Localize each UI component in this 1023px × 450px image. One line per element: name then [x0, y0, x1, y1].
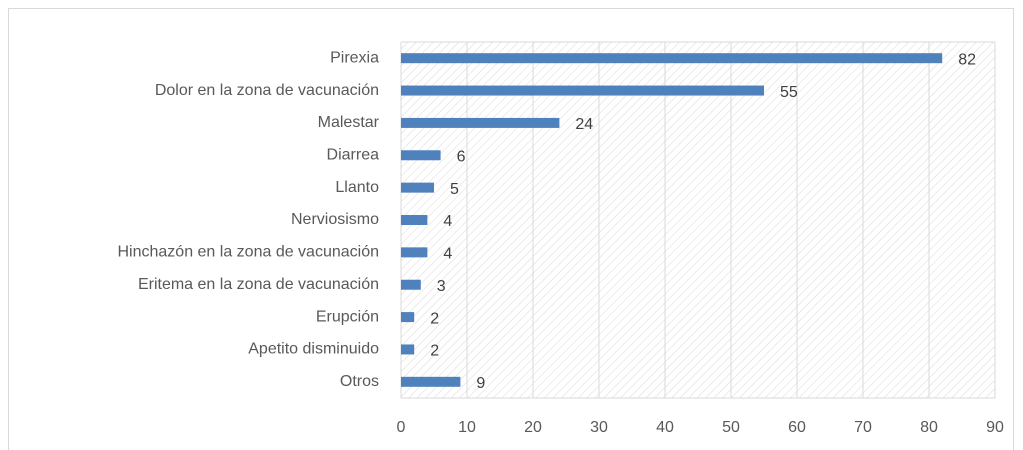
y-tick-label: Hinchazón en la zona de vacunación	[117, 244, 379, 261]
y-tick-label: Erupción	[316, 308, 379, 325]
y-tick-label: Otros	[340, 373, 379, 390]
x-tick-label: 0	[397, 419, 406, 436]
bar	[401, 279, 421, 290]
bar	[401, 85, 764, 96]
chart-frame	[8, 8, 1014, 450]
bar	[401, 344, 415, 355]
data-label: 4	[443, 213, 452, 230]
bar	[401, 215, 428, 225]
bar	[401, 53, 943, 64]
bar	[401, 376, 461, 387]
data-label: 2	[430, 343, 439, 360]
x-tick-label: 70	[854, 419, 872, 436]
bar	[401, 117, 560, 128]
x-tick-label: 40	[656, 419, 674, 436]
y-tick-label: Apetito disminuido	[248, 341, 379, 358]
x-tick-label: 20	[524, 419, 542, 436]
y-tick-label: Eritema en la zona de vacunación	[138, 276, 379, 293]
plot-area	[401, 42, 995, 398]
y-tick-label: Llanto	[335, 179, 379, 196]
x-tick-label: 80	[920, 419, 938, 436]
x-tick-label: 90	[986, 419, 1004, 436]
y-tick-label: Nerviosismo	[291, 211, 379, 228]
bar	[401, 312, 415, 323]
y-tick-label: Pirexia	[330, 49, 379, 66]
data-label: 6	[457, 148, 466, 165]
data-label: 55	[780, 84, 798, 101]
data-label: 5	[450, 181, 459, 198]
y-tick-label: Dolor en la zona de vacunación	[155, 82, 379, 99]
data-label: 9	[476, 375, 485, 392]
data-label: 3	[437, 278, 446, 295]
bar	[401, 150, 441, 161]
bar	[401, 247, 428, 258]
y-tick-label: Diarrea	[327, 146, 380, 163]
data-label: 24	[575, 116, 593, 133]
data-label: 2	[430, 310, 439, 327]
x-tick-label: 60	[788, 419, 806, 436]
x-tick-label: 10	[458, 419, 476, 436]
x-tick-label: 30	[590, 419, 608, 436]
x-tick-label: 50	[722, 419, 740, 436]
y-tick-label: Malestar	[318, 114, 380, 131]
data-label: 82	[958, 51, 976, 68]
bar	[401, 182, 434, 193]
data-label: 4	[443, 246, 452, 263]
